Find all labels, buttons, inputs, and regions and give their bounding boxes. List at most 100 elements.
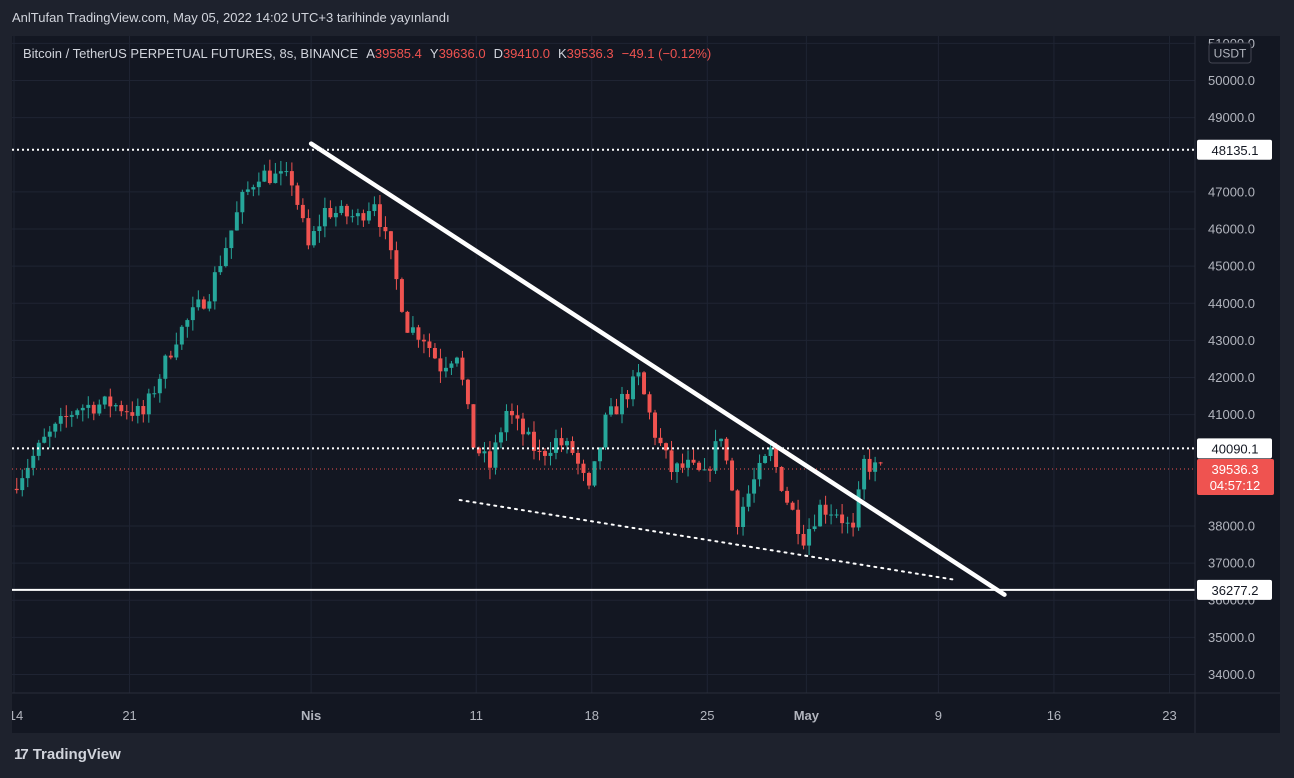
candle-body xyxy=(416,327,421,340)
close-value: 39536.3 xyxy=(566,46,614,61)
candle-body xyxy=(796,509,801,534)
candle-body xyxy=(20,478,25,491)
candle-body xyxy=(763,456,768,463)
candle-body xyxy=(58,416,63,424)
candle-body xyxy=(212,272,217,302)
price-tick-label: 44000.0 xyxy=(1208,296,1255,311)
high-label: Y xyxy=(429,46,439,61)
candle-body xyxy=(97,404,102,414)
time-tick-label: 14 xyxy=(12,708,23,723)
candle-body xyxy=(42,436,47,443)
candle-body xyxy=(146,393,151,415)
candle-body xyxy=(240,191,245,213)
candle-body xyxy=(509,410,514,416)
candle-body xyxy=(465,379,470,405)
grid xyxy=(12,36,1195,693)
time-tick-label: 11 xyxy=(469,708,483,723)
candle-body xyxy=(454,357,459,364)
candle-body xyxy=(862,458,867,490)
candle-body xyxy=(163,355,168,379)
price-tick-label: 50000.0 xyxy=(1208,73,1255,88)
candle-body xyxy=(548,452,553,456)
candle-body xyxy=(669,450,674,473)
candles xyxy=(14,159,883,556)
candle-body xyxy=(790,502,795,510)
time-tick-label: 18 xyxy=(585,708,599,723)
candle-body xyxy=(273,173,278,184)
candle-body xyxy=(702,469,707,471)
change-value: −49.1 (−0.12%) xyxy=(621,46,712,61)
candle-body xyxy=(245,189,250,192)
candle-body xyxy=(311,231,316,246)
candle-body xyxy=(322,208,327,227)
time-tick-label: 21 xyxy=(122,708,136,723)
currency-badge xyxy=(1208,42,1252,64)
candle-body xyxy=(339,205,344,213)
candle-body xyxy=(768,447,773,457)
price-tick-label: 42000.0 xyxy=(1208,370,1255,385)
candle-body xyxy=(278,171,283,174)
candle-body xyxy=(487,451,492,468)
candle-body xyxy=(493,442,498,468)
candle-body xyxy=(471,404,476,448)
time-tick-label: 16 xyxy=(1047,708,1061,723)
candle-body xyxy=(31,455,36,468)
candle-body xyxy=(119,405,124,412)
candle-body xyxy=(113,405,118,407)
candle-body xyxy=(845,522,850,524)
candle-body xyxy=(185,320,190,327)
candle-body xyxy=(625,393,630,400)
symbol-name: Bitcoin / TetherUS PERPETUAL FUTURES, 8s… xyxy=(23,46,359,61)
price-tick-label: 38000.0 xyxy=(1208,518,1255,533)
candle-body xyxy=(108,396,113,407)
candle-body xyxy=(576,452,580,464)
price-tick-label: 37000.0 xyxy=(1208,556,1255,571)
candle-body xyxy=(14,488,19,491)
candle-body xyxy=(64,416,69,418)
price-marker-label: 36277.2 xyxy=(1212,583,1259,598)
price-tick-label: 46000.0 xyxy=(1208,222,1255,237)
low-value: 39410.0 xyxy=(502,46,550,61)
candle-body xyxy=(443,367,448,372)
candle-body xyxy=(680,463,685,468)
candle-body xyxy=(190,307,195,321)
candle-body xyxy=(476,447,481,454)
candlestick-chart[interactable]: 51000.050000.049000.047000.046000.045000… xyxy=(12,36,1280,733)
candle-body xyxy=(91,404,96,414)
candle-body xyxy=(207,301,212,309)
candle-body xyxy=(75,410,80,416)
candle-body xyxy=(867,458,872,472)
last-price-label: 39536.3 xyxy=(1212,462,1259,477)
chart-area[interactable]: 51000.050000.049000.047000.046000.045000… xyxy=(12,36,1280,733)
candle-body xyxy=(801,533,806,546)
candle-body xyxy=(713,441,718,471)
time-tick-label: May xyxy=(794,708,820,723)
candle-body xyxy=(388,231,393,251)
candle-body xyxy=(366,211,371,221)
candle-body xyxy=(174,344,179,358)
candle-body xyxy=(531,431,536,451)
candle-body xyxy=(730,460,735,491)
candle-body xyxy=(565,441,569,446)
lower-trendline xyxy=(458,498,956,581)
candle-body xyxy=(840,514,845,524)
tradingview-logo[interactable]: 17 TradingView xyxy=(14,746,121,763)
price-tick-label: 49000.0 xyxy=(1208,110,1255,125)
candle-body xyxy=(708,469,713,471)
axes: 51000.050000.049000.047000.046000.045000… xyxy=(12,36,1280,733)
candle-body xyxy=(697,462,702,470)
candle-body xyxy=(537,450,542,452)
candle-body xyxy=(785,490,790,503)
candle-body xyxy=(735,490,740,527)
drawn-lines xyxy=(12,141,1195,597)
candle-body xyxy=(432,347,437,359)
candle-body xyxy=(201,299,206,309)
candle-body xyxy=(675,463,680,473)
close-label: K xyxy=(557,46,567,61)
time-tick-label: 23 xyxy=(1162,708,1176,723)
candle-body xyxy=(851,522,856,528)
candle-body xyxy=(135,406,140,416)
candle-body xyxy=(823,504,828,515)
candle-body xyxy=(449,363,454,368)
candle-body xyxy=(719,438,724,442)
